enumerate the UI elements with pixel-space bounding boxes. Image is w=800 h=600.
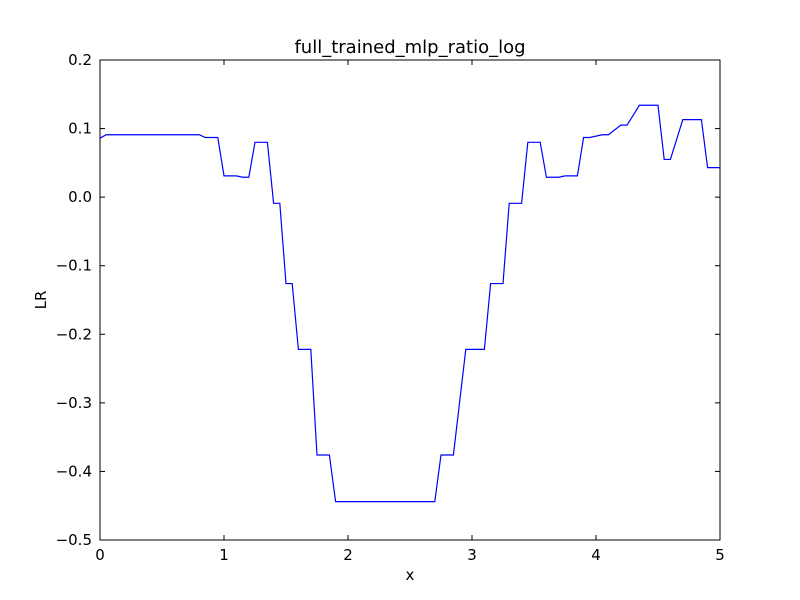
y-tick-label: −0.4: [56, 462, 92, 480]
x-tick-label: 0: [95, 546, 105, 564]
y-tick-label: 0.1: [68, 120, 92, 138]
y-tick-label: 0.0: [68, 188, 92, 206]
x-tick-label: 1: [219, 546, 229, 564]
y-tick-label: 0.2: [68, 51, 92, 69]
y-tick-label: −0.3: [56, 394, 92, 412]
y-tick-label: −0.1: [56, 257, 92, 275]
series-line-0: [99, 104, 720, 503]
y-tick-label: −0.2: [56, 325, 92, 343]
plot-area-frame: [99, 59, 721, 541]
series-layer: [99, 104, 720, 503]
x-axis-label: x: [406, 566, 415, 584]
x-tick-label: 5: [715, 546, 725, 564]
x-tick-label: 2: [343, 546, 353, 564]
ticks-layer: 0 1 2 3 4 5 −0.5 −0.4 −0.3 −0.2 −0.1 0.0 0.1 0.2: [56, 51, 725, 564]
chart-title: full_trained_mlp_ratio_log: [294, 37, 525, 58]
x-tick-label: 4: [591, 546, 601, 564]
y-tick-label: −0.5: [56, 531, 92, 549]
y-axis-label: LR: [32, 291, 50, 310]
x-tick-label: 3: [467, 546, 477, 564]
